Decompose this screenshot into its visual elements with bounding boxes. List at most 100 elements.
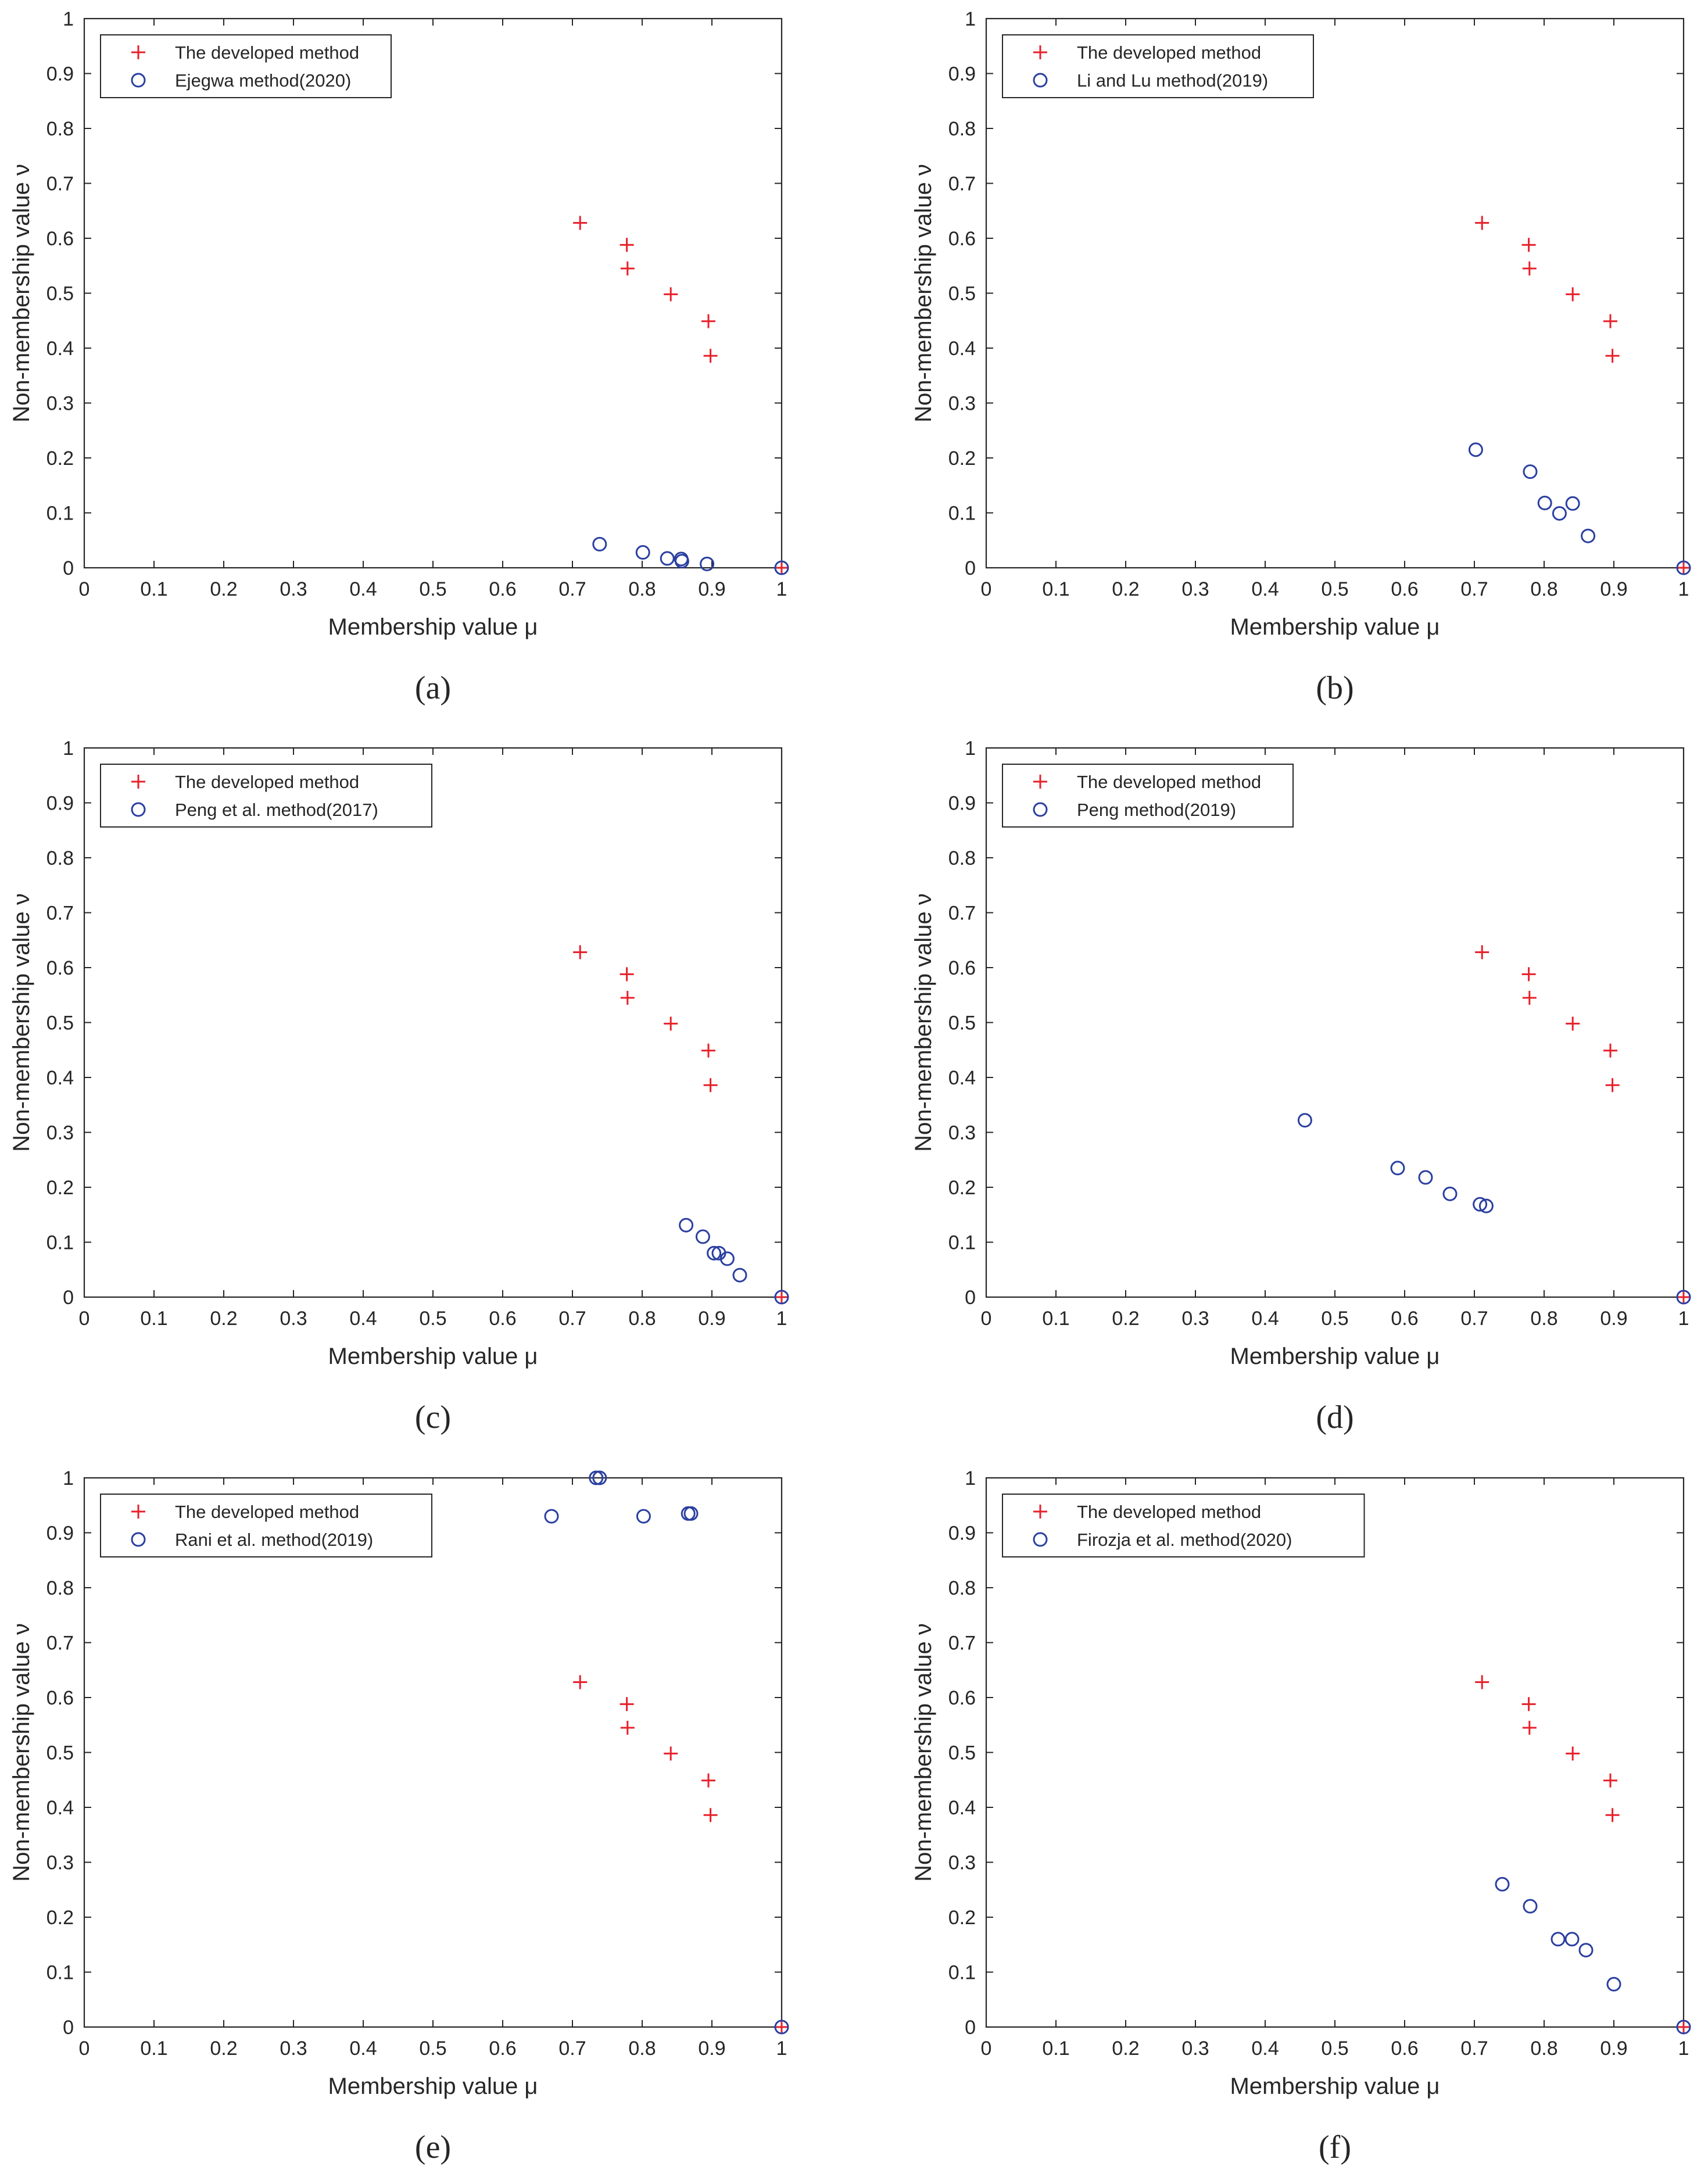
y-tick-label: 0.1 bbox=[948, 1962, 976, 1984]
y-axis-label: Non-membership value ν bbox=[9, 164, 34, 422]
x-tick-label: 1 bbox=[776, 578, 787, 600]
x-tick-label: 0.9 bbox=[1600, 2037, 1627, 2060]
y-tick-label: 0.3 bbox=[948, 1852, 976, 1874]
comparison-point bbox=[635, 545, 650, 560]
x-tick-label: 0.9 bbox=[1600, 578, 1627, 600]
legend-box bbox=[100, 764, 432, 828]
x-tick-label: 0.5 bbox=[1321, 1308, 1348, 1330]
legend-entry: Peng method(2019) bbox=[1077, 800, 1236, 820]
developed-point bbox=[620, 238, 634, 252]
developed-point bbox=[701, 1773, 715, 1788]
y-tick-label: 0.4 bbox=[948, 1797, 976, 1819]
y-tick-label: 1 bbox=[63, 8, 74, 30]
axes-box bbox=[83, 1477, 783, 2028]
y-tick-label: 0.4 bbox=[46, 1797, 74, 1819]
comparison-point bbox=[660, 551, 675, 566]
comparison-point bbox=[1676, 2019, 1691, 2035]
developed-point bbox=[1605, 349, 1620, 363]
x-tick-label: 0.4 bbox=[1251, 1308, 1279, 1330]
comparison-point bbox=[1581, 528, 1596, 543]
y-tick-label: 0.4 bbox=[948, 338, 976, 360]
y-tick-label: 0 bbox=[965, 2017, 976, 2039]
developed-point bbox=[1522, 261, 1537, 275]
x-tick-label: 0.4 bbox=[349, 578, 377, 600]
legend: The developed method Firozja et al. metho… bbox=[1002, 1494, 1365, 1557]
developed-point bbox=[620, 1720, 635, 1735]
comparison-point bbox=[674, 554, 689, 569]
developed-point bbox=[620, 1697, 634, 1711]
y-tick-label: 0.8 bbox=[46, 1577, 74, 1599]
developed-point bbox=[1605, 1078, 1620, 1093]
y-tick-label: 0.9 bbox=[46, 1523, 74, 1545]
x-tick-label: 0.3 bbox=[280, 578, 307, 600]
comparison-point bbox=[1676, 560, 1691, 575]
comparison-point bbox=[1478, 1198, 1494, 1213]
axes-box bbox=[985, 17, 1685, 569]
y-tick-label: 0.9 bbox=[46, 63, 74, 85]
y-tick-label: 0.4 bbox=[948, 1067, 976, 1089]
y-tick-label: 0.6 bbox=[46, 957, 74, 979]
y-tick-label: 0.8 bbox=[46, 847, 74, 869]
x-tick-label: 0.5 bbox=[419, 1308, 446, 1330]
y-tick-label: 0.1 bbox=[948, 503, 976, 525]
developed-point bbox=[703, 1808, 718, 1822]
legend: The developed method Li and Lu method(201… bbox=[1002, 34, 1314, 98]
y-tick-label: 0.8 bbox=[948, 847, 976, 869]
panel-d: 0 0.1 0.2 0.3 0.4 0.5 0.6 0.7 0.8 0.9 1 0 0.1 0.2 0.3 0… bbox=[911, 737, 1691, 1435]
y-tick-label: 0.7 bbox=[948, 903, 976, 925]
x-tick-label: 0.4 bbox=[349, 1308, 377, 1330]
y-tick-label: 0.1 bbox=[46, 1232, 74, 1254]
developed-point bbox=[701, 314, 715, 328]
y-tick-label: 0.1 bbox=[46, 1962, 74, 1984]
x-tick-label: 0.3 bbox=[280, 1308, 307, 1330]
developed-point bbox=[1566, 287, 1580, 302]
legend-entry: Firozja et al. method(2020) bbox=[1077, 1530, 1292, 1550]
x-axis-label: Membership value μ bbox=[328, 614, 538, 640]
comparison-point bbox=[544, 1509, 559, 1524]
y-tick-label: 0.3 bbox=[46, 1122, 74, 1144]
legend-entry: The developed method bbox=[175, 42, 359, 63]
developed-point bbox=[703, 349, 718, 363]
x-tick-label: 0.2 bbox=[1112, 578, 1139, 600]
developed-point bbox=[620, 261, 635, 275]
y-tick-label: 0.5 bbox=[46, 283, 74, 305]
x-tick-label: 0.1 bbox=[140, 2037, 167, 2060]
x-tick-label: 0.2 bbox=[1112, 1308, 1139, 1330]
x-tick-label: 0.1 bbox=[1042, 2037, 1069, 2060]
panel-label: (c) bbox=[415, 1399, 451, 1435]
panel-label: (d) bbox=[1316, 1399, 1353, 1435]
legend: The developed method Peng method(2019) bbox=[1002, 764, 1294, 828]
panel-f: 0 0.1 0.2 0.3 0.4 0.5 0.6 0.7 0.8 0.9 1 0 0.1 0.2 0.3 0… bbox=[911, 1467, 1691, 2165]
developed-point bbox=[620, 967, 634, 982]
y-axis-label: Non-membership value ν bbox=[911, 893, 936, 1152]
y-tick-label: 0.8 bbox=[948, 118, 976, 140]
y-tick-label: 0.8 bbox=[46, 118, 74, 140]
x-tick-label: 0.6 bbox=[489, 1308, 516, 1330]
x-tick-label: 0.8 bbox=[628, 2037, 656, 2060]
legend-box bbox=[100, 1494, 432, 1557]
developed-point bbox=[664, 1016, 678, 1031]
comparison-point bbox=[774, 560, 789, 575]
panel-label: (a) bbox=[415, 670, 451, 706]
y-tick-label: 0 bbox=[63, 1287, 74, 1309]
x-tick-label: 0.7 bbox=[1460, 2037, 1488, 2060]
legend-marker-circle bbox=[1033, 802, 1048, 817]
comparison-point bbox=[589, 1470, 604, 1485]
x-tick-label: 0.2 bbox=[210, 2037, 237, 2060]
developed-point bbox=[1566, 1016, 1580, 1031]
x-tick-label: 0 bbox=[981, 578, 992, 600]
comparison-point bbox=[1390, 1161, 1405, 1176]
legend-marker-circle bbox=[1033, 1532, 1048, 1547]
developed-point bbox=[1521, 1697, 1536, 1711]
y-tick-label: 0 bbox=[63, 557, 74, 579]
panel-label: (e) bbox=[415, 2129, 451, 2165]
developed-point bbox=[1475, 945, 1489, 959]
y-tick-label: 0 bbox=[965, 1287, 976, 1309]
comparison-point bbox=[1495, 1877, 1510, 1892]
x-tick-label: 0.5 bbox=[1321, 2037, 1348, 2060]
x-axis-label: Membership value μ bbox=[328, 2074, 538, 2099]
x-tick-label: 1 bbox=[1678, 1308, 1689, 1330]
comparison-point bbox=[1606, 1976, 1621, 1992]
x-axis-label: Membership value μ bbox=[1230, 614, 1440, 640]
x-tick-label: 0.6 bbox=[1391, 1308, 1418, 1330]
